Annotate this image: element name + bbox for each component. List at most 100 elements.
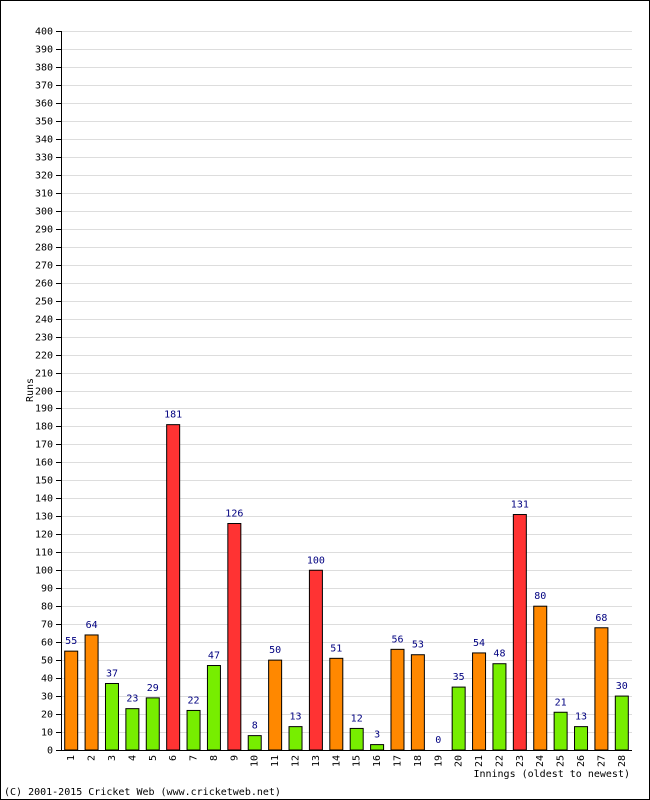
bar — [247, 735, 262, 751]
y-tick-label: 240 — [35, 315, 53, 326]
x-tick-label: 18 — [413, 755, 424, 767]
x-tick-label: 23 — [515, 755, 526, 767]
y-tick-label: 370 — [35, 81, 53, 92]
x-tick-label: 16 — [372, 755, 383, 767]
data-label: 3 — [374, 730, 380, 741]
bar — [390, 648, 405, 751]
data-label: 0 — [435, 735, 441, 746]
data-label: 13 — [289, 712, 301, 723]
data-label: 51 — [330, 643, 342, 654]
x-tick-label: 14 — [331, 755, 342, 767]
data-label: 47 — [208, 651, 220, 662]
data-label: 64 — [86, 620, 98, 631]
bar — [533, 605, 548, 751]
y-tick-label: 100 — [35, 566, 53, 577]
bar — [472, 652, 487, 751]
bar — [308, 569, 323, 751]
x-tick-label: 11 — [270, 755, 281, 767]
y-tick-label: 220 — [35, 351, 53, 362]
x-tick-label: 17 — [392, 755, 403, 767]
x-tick-label: 15 — [352, 755, 363, 767]
y-tick-label: 210 — [35, 369, 53, 380]
y-tick-label: 50 — [41, 656, 53, 667]
data-label: 131 — [511, 500, 529, 511]
x-tick-label: 27 — [596, 755, 607, 767]
x-tick-label: 9 — [229, 755, 240, 761]
bar — [166, 424, 181, 751]
data-label: 21 — [555, 697, 567, 708]
x-tick-label: 8 — [209, 755, 220, 761]
x-tick-label: 4 — [127, 755, 138, 761]
x-tick-label: 5 — [148, 755, 159, 761]
y-tick-label: 40 — [41, 674, 53, 685]
y-tick-label: 290 — [35, 225, 53, 236]
x-tick-label: 19 — [433, 755, 444, 767]
bar — [288, 726, 303, 751]
data-label: 29 — [147, 683, 159, 694]
y-tick-label: 260 — [35, 279, 53, 290]
y-tick-label: 310 — [35, 189, 53, 200]
data-label: 50 — [269, 645, 281, 656]
data-label: 100 — [307, 555, 325, 566]
x-tick-label: 6 — [168, 755, 179, 761]
y-tick-label: 320 — [35, 171, 53, 182]
x-tick-label: 7 — [189, 755, 200, 761]
y-axis-label: Runs — [25, 378, 36, 402]
bar — [614, 695, 629, 751]
y-tick-label: 230 — [35, 333, 53, 344]
bar — [410, 654, 425, 751]
data-label: 30 — [616, 681, 628, 692]
data-label: 80 — [534, 591, 546, 602]
x-tick-label: 28 — [617, 755, 628, 767]
y-tick-label: 380 — [35, 63, 53, 74]
x-tick-label: 12 — [291, 755, 302, 767]
y-tick-label: 400 — [35, 27, 53, 38]
x-tick-label: 13 — [311, 755, 322, 767]
x-tick-label: 26 — [576, 755, 587, 767]
y-tick-label: 130 — [35, 512, 53, 523]
bar — [206, 665, 221, 751]
bar — [512, 514, 527, 751]
y-tick-label: 340 — [35, 135, 53, 146]
y-tick-label: 120 — [35, 530, 53, 541]
bar — [329, 657, 344, 751]
bar — [227, 523, 242, 751]
y-tick-label: 300 — [35, 207, 53, 218]
y-tick-label: 70 — [41, 620, 53, 631]
data-label: 126 — [225, 509, 243, 520]
data-label: 53 — [412, 640, 424, 651]
bar — [268, 659, 283, 751]
y-tick-label: 280 — [35, 243, 53, 254]
bar — [594, 627, 609, 751]
x-tick-label: 25 — [556, 755, 567, 767]
data-label: 22 — [188, 695, 200, 706]
y-tick-label: 330 — [35, 153, 53, 164]
bar — [84, 634, 99, 751]
y-tick-label: 110 — [35, 548, 53, 559]
x-tick-label: 20 — [454, 755, 465, 767]
y-tick-label: 160 — [35, 458, 53, 469]
data-label: 56 — [391, 634, 403, 645]
y-tick-label: 10 — [41, 728, 53, 739]
bar — [553, 711, 568, 751]
y-tick-label: 20 — [41, 710, 53, 721]
x-tick-label: 1 — [66, 755, 77, 761]
footer: (C) 2001-2015 Cricket Web (www.cricketwe… — [4, 787, 281, 798]
x-tick-label: 3 — [107, 755, 118, 761]
y-tick-label: 150 — [35, 476, 53, 487]
y-tick-label: 0 — [47, 746, 53, 757]
y-tick-label: 200 — [35, 387, 53, 398]
y-tick-label: 390 — [35, 45, 53, 56]
x-tick-label: 21 — [474, 755, 485, 767]
y-tick-label: 190 — [35, 404, 53, 415]
bar — [492, 663, 507, 751]
data-label: 12 — [351, 713, 363, 724]
bar — [451, 686, 466, 751]
y-tick-label: 60 — [41, 638, 53, 649]
data-label: 23 — [126, 694, 138, 705]
data-label: 181 — [164, 410, 182, 421]
data-label: 37 — [106, 668, 118, 679]
data-label: 13 — [575, 712, 587, 723]
y-tick-label: 140 — [35, 494, 53, 505]
